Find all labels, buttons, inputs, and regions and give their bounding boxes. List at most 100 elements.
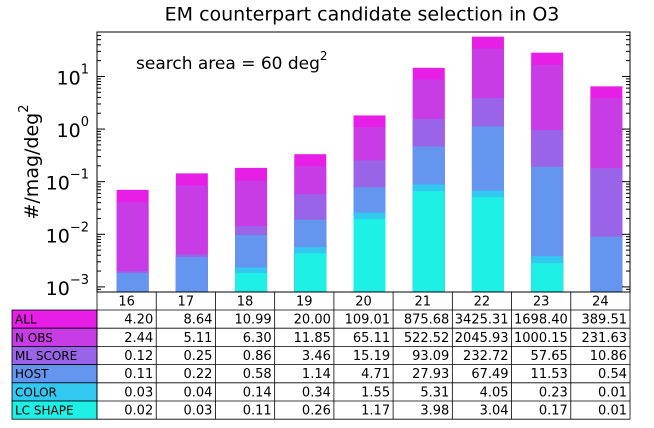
plot-frame [96,31,631,293]
table-cell: 3425.31 [455,313,509,328]
table-cell: 0.23 [539,385,568,400]
x-tick-label: 23 [533,295,550,310]
y-axis-label: #/mag/deg2 [17,104,43,219]
y-tick-exponent: −3 [70,272,89,287]
table-cell: 15.19 [353,349,390,364]
table-cell: 0.54 [598,367,627,382]
bar [412,191,445,292]
table-cell: 3.98 [420,404,449,419]
x-tick-label: 24 [592,295,609,310]
table-cell: 875.68 [404,313,450,328]
table-cell: 1.14 [302,367,331,382]
bar [235,273,268,292]
table-cell: 10.86 [590,349,627,364]
row-label: N OBS [15,331,53,345]
table-cell: 10.99 [234,313,271,328]
bar [590,236,623,292]
table-cell: 0.86 [243,349,272,364]
y-tick-exponent: −1 [70,167,89,182]
row-label: ALL [15,313,37,327]
table-cell: 11.85 [294,331,331,346]
y-tick-label: 10−3 [46,272,89,299]
row-label: LC SHAPE [15,404,74,418]
row-label: COLOR [15,385,57,399]
y-tick-label: 101 [57,62,89,89]
chart-title: EM counterpart candidate selection in O3 [165,4,560,26]
table-cell: 1.17 [361,404,390,419]
x-tick-label: 18 [237,295,254,310]
table-cell: 522.52 [404,331,450,346]
table-cell: 27.93 [412,367,449,382]
table-cell: 4.05 [480,385,509,400]
bar [353,219,386,292]
x-tick-label: 17 [178,295,195,310]
table-cell: 0.02 [124,404,153,419]
table-cell: 20.00 [294,313,331,328]
table-cell: 65.11 [353,331,390,346]
table-cell: 232.72 [463,349,509,364]
annotation-text: search area = 60 deg [136,54,320,74]
table-cell: 93.09 [412,349,449,364]
table-cell: 1.55 [361,385,390,400]
table-cell: 0.04 [183,385,212,400]
table-cell: 0.58 [243,367,272,382]
x-tick-label: 20 [355,295,372,310]
bar [531,263,564,292]
table-cell: 8.64 [183,313,212,328]
y-tick-base: 10 [46,225,70,247]
table-cell: 4.71 [361,367,390,382]
table-cell: 3.04 [480,404,509,419]
y-tick-base: 10 [46,172,70,194]
table-cell: 5.31 [420,385,449,400]
table-cell: 5.11 [183,331,212,346]
x-tick-label: 16 [118,295,135,310]
y-tick-label: 100 [57,115,89,142]
x-tick-label: 19 [296,295,313,310]
row-label: ML SCORE [15,349,77,363]
annotation-sup: 2 [320,49,328,63]
table-cell: 0.34 [302,385,331,400]
y-tick-exponent: −2 [70,220,89,235]
table-cell: 109.01 [345,313,391,328]
x-tick-label: 22 [474,295,491,310]
table-cell: 0.14 [243,385,272,400]
table-cell: 6.30 [243,331,272,346]
y-label-text: #/mag/deg [21,113,43,220]
table-cell: 0.26 [302,404,331,419]
table-cell: 1000.15 [514,331,568,346]
table-cell: 0.01 [598,404,627,419]
bar [294,253,327,292]
table-cell: 1698.40 [514,313,568,328]
y-tick-exponent: 0 [81,115,89,130]
table-cell: 2045.93 [455,331,509,346]
bar [471,197,504,292]
table-cell: 57.65 [531,349,568,364]
table-cell: 0.11 [124,367,153,382]
table-cell: 0.03 [183,404,212,419]
x-tick-label: 21 [414,295,431,310]
table-cell: 0.25 [183,349,212,364]
y-tick-base: 10 [46,277,70,299]
y-label-sup: 2 [17,104,32,112]
table-cell: 389.51 [582,313,628,328]
table-cell: 2.44 [124,331,153,346]
y-tick-base: 10 [57,67,81,89]
y-tick-exponent: 1 [81,62,89,77]
bar [116,273,149,292]
bar [175,257,208,292]
row-label: HOST [15,367,49,381]
y-tick-base: 10 [57,120,81,142]
table-cell: 0.22 [183,367,212,382]
table-cell: 11.53 [531,367,568,382]
table-cell: 0.12 [124,349,153,364]
y-tick-label: 10−2 [46,220,89,247]
table-cell: 0.11 [243,404,272,419]
table-cell: 0.17 [539,404,568,419]
table-cell: 4.20 [124,313,153,328]
table-cell: 3.46 [302,349,331,364]
y-tick-label: 10−1 [46,167,89,194]
table-cell: 0.03 [124,385,153,400]
table-cell: 0.01 [598,385,627,400]
table-cell: 67.49 [471,367,508,382]
